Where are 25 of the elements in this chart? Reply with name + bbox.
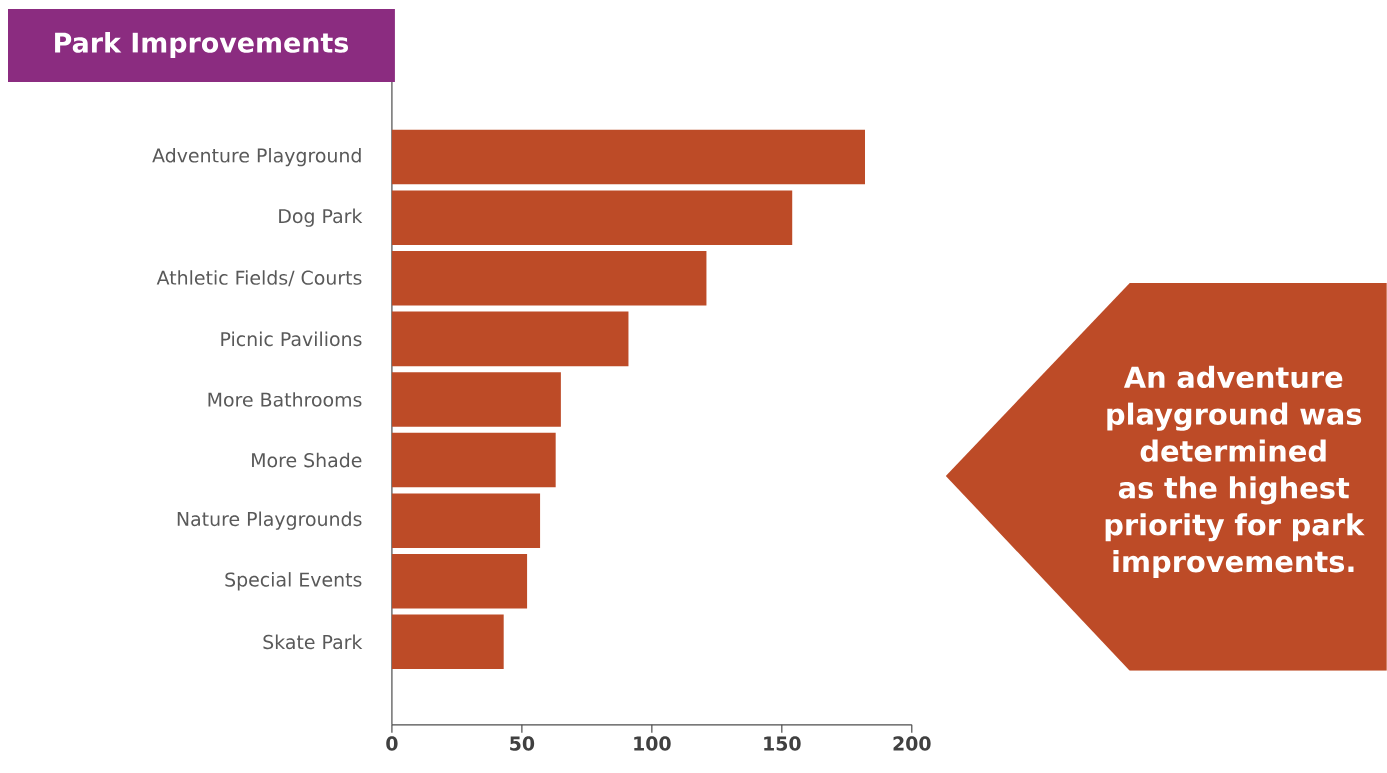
x-tick-label: 50 (510, 736, 535, 751)
y-tick-label: Nature Playgrounds (177, 511, 362, 530)
y-tick-label: More Bathrooms (208, 392, 362, 407)
y-tick-label: More Shade (252, 452, 362, 468)
x-tick-label: 200 (893, 736, 931, 751)
bar (391, 432, 556, 488)
bar (391, 372, 561, 427)
bar (391, 251, 707, 306)
bar (391, 129, 866, 185)
y-tick-label: Adventure Playground (152, 148, 361, 167)
y-tick-label: Special Events (225, 572, 362, 591)
y-tick-label: Athletic Fields/ Courts (156, 270, 362, 287)
bar (391, 190, 793, 246)
bar (391, 614, 504, 670)
bar (391, 493, 541, 548)
x-tick-label: 150 (764, 736, 801, 751)
y-tick-label: Skate Park (263, 634, 363, 650)
chart-title: Park Improvements (55, 32, 349, 59)
x-tick-label: 100 (634, 736, 671, 751)
text: An adventure playground was determined as the highest priority for park improvements. (1105, 365, 1365, 579)
x-tick-label: 0 (386, 736, 398, 751)
y-tick-label: Picnic Pavilions (221, 331, 362, 347)
bar (391, 554, 528, 609)
bar (391, 311, 629, 367)
y-tick-label: Dog Park (279, 208, 363, 227)
